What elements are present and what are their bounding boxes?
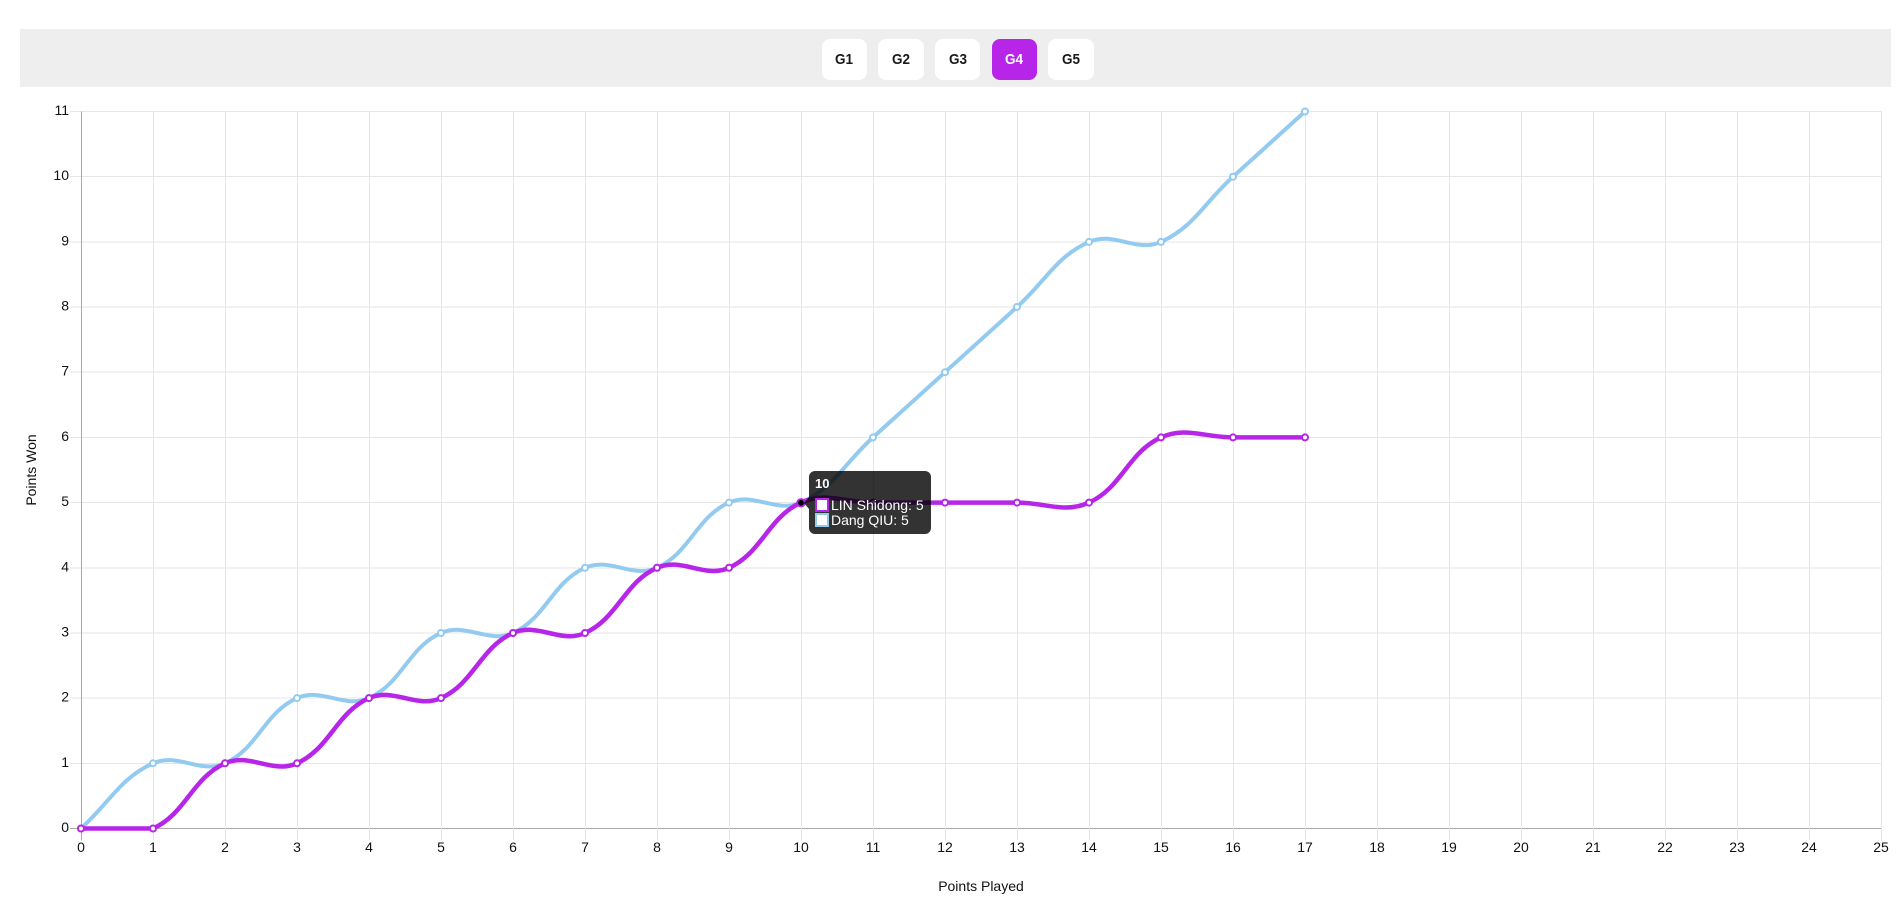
svg-text:19: 19 (1441, 839, 1457, 855)
svg-text:5: 5 (437, 839, 445, 855)
svg-text:2: 2 (61, 689, 69, 705)
svg-text:6: 6 (61, 428, 69, 444)
svg-text:13: 13 (1009, 839, 1025, 855)
svg-text:12: 12 (937, 839, 953, 855)
svg-text:1: 1 (61, 754, 69, 770)
svg-text:11: 11 (54, 102, 69, 118)
svg-text:4: 4 (61, 558, 69, 574)
svg-text:2: 2 (221, 839, 229, 855)
svg-text:5: 5 (61, 493, 69, 509)
svg-text:16: 16 (1225, 839, 1241, 855)
svg-text:15: 15 (1153, 839, 1169, 855)
svg-text:23: 23 (1729, 839, 1745, 855)
svg-text:18: 18 (1369, 839, 1385, 855)
svg-text:Points Played: Points Played (938, 878, 1024, 894)
svg-text:24: 24 (1801, 839, 1817, 855)
svg-text:7: 7 (581, 839, 589, 855)
svg-text:10: 10 (53, 167, 69, 183)
svg-text:25: 25 (1873, 839, 1889, 855)
svg-text:8: 8 (61, 298, 69, 314)
svg-text:0: 0 (61, 819, 69, 835)
svg-text:7: 7 (61, 363, 69, 379)
svg-text:1: 1 (149, 839, 157, 855)
svg-text:3: 3 (293, 839, 301, 855)
svg-text:4: 4 (365, 839, 373, 855)
svg-text:10: 10 (793, 839, 809, 855)
svg-text:8: 8 (653, 839, 661, 855)
svg-text:3: 3 (61, 624, 69, 640)
svg-text:9: 9 (725, 839, 733, 855)
svg-text:6: 6 (509, 839, 517, 855)
svg-text:22: 22 (1657, 839, 1673, 855)
svg-text:20: 20 (1513, 839, 1529, 855)
svg-text:Points Won: Points Won (23, 434, 39, 505)
svg-text:0: 0 (77, 839, 85, 855)
svg-text:9: 9 (61, 232, 69, 248)
svg-text:14: 14 (1081, 839, 1097, 855)
svg-text:11: 11 (866, 839, 881, 855)
svg-text:21: 21 (1585, 839, 1601, 855)
svg-text:17: 17 (1297, 839, 1313, 855)
